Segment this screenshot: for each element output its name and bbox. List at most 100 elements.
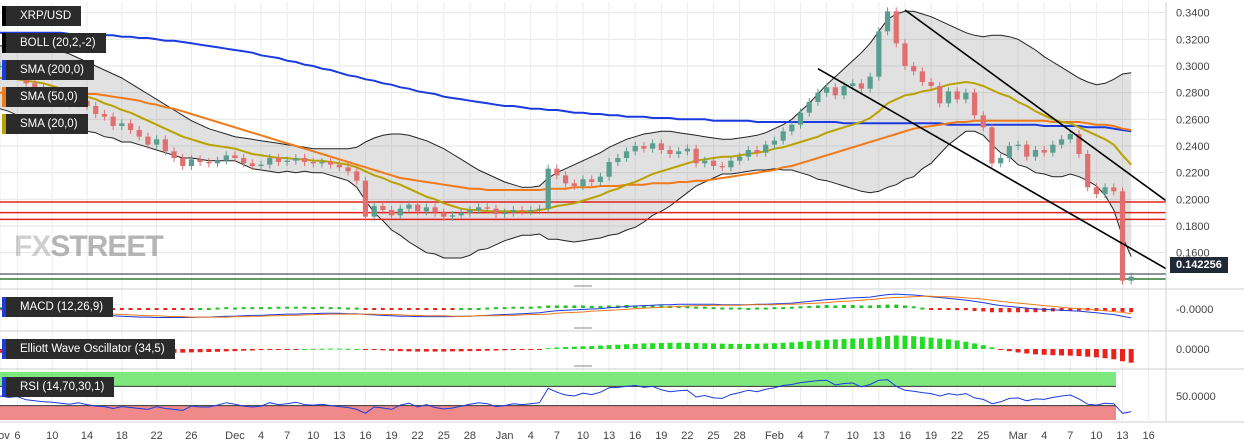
ewo-bar [1067, 349, 1073, 356]
x-tick-label: 4 [258, 430, 264, 442]
macd-hist-bar [137, 308, 142, 310]
candle-body [1041, 150, 1047, 153]
macd-hist-bar [346, 307, 351, 310]
candle-body [362, 180, 369, 217]
candle-body [928, 82, 934, 86]
candle-body [275, 158, 282, 162]
ewo-bar [763, 343, 769, 349]
ewo-bar [937, 338, 943, 349]
macd-hist-bar [293, 306, 298, 309]
candle-body [1006, 146, 1012, 158]
x-tick-label: 25 [438, 430, 450, 442]
x-tick-label: Nov [0, 430, 10, 442]
macd-hist-bar [145, 308, 150, 310]
ewo-bar [824, 339, 830, 349]
candle-body [580, 179, 586, 186]
macd-hist-bar [467, 308, 472, 310]
candle-body [171, 151, 177, 158]
indicator-label-boll: BOLL (20,2,-2) [2, 33, 106, 53]
ewo-bar [841, 338, 847, 349]
macd-hist-bar [737, 307, 742, 310]
macd-hist-bar [511, 306, 516, 309]
ewo-bar [737, 343, 743, 349]
macd-hist-bar [189, 308, 194, 310]
macd-hist-bar [372, 308, 377, 310]
ewo-bar [667, 342, 673, 349]
macd-hist-bar [1033, 308, 1038, 313]
ewo-bar [980, 345, 986, 349]
macd-hist-bar [798, 306, 803, 309]
macd-hist-bar [285, 306, 290, 309]
macd-hist-bar [398, 308, 403, 310]
candle-body [998, 158, 1004, 164]
macd-hist-bar [389, 308, 394, 310]
x-tick-label: 7 [1067, 430, 1073, 442]
macd-hist-bar [215, 307, 220, 310]
candle-body [154, 139, 160, 145]
x-tick-label: 25 [977, 430, 989, 442]
ewo-bar [423, 349, 429, 352]
y-tick-label: 0.2400 [1176, 141, 1210, 153]
candle-body [345, 167, 351, 172]
candle-body [484, 207, 490, 209]
candle-body [1119, 191, 1126, 281]
y-tick-label: 0.3200 [1176, 34, 1210, 46]
candle-body [684, 148, 691, 152]
macd-hist-bar [206, 308, 211, 310]
candle-body [145, 136, 151, 145]
last-price-tag: 0.142256 [1170, 257, 1228, 273]
candle-body [354, 171, 360, 181]
macd-hist-bar [415, 308, 420, 310]
macd-hist-bar [589, 305, 594, 308]
candle-body [676, 151, 682, 154]
ewo-bar [1050, 349, 1056, 356]
ewo-bar [215, 349, 221, 352]
ewo-bar [867, 337, 873, 349]
macd-hist-bar [685, 306, 690, 309]
candle-body [380, 206, 386, 210]
candle-body [293, 158, 299, 161]
macd-line [0, 293, 1132, 319]
macd-hist-bar [163, 308, 168, 310]
macd-hist-bar [267, 307, 272, 310]
candle-body [876, 31, 882, 77]
macd-hist-bar [0, 307, 2, 310]
x-tick-label: 13 [1116, 430, 1128, 442]
bollinger-upper-line [0, 10, 1132, 188]
macd-hist-bar [250, 307, 255, 310]
candle-body [841, 86, 847, 96]
macd-hist-bar [763, 307, 768, 310]
candle-body [806, 102, 812, 113]
macd-hist-bar [859, 305, 864, 308]
indicator-label-sma20: SMA (20,0) [2, 114, 88, 134]
x-tick-label: Dec [225, 430, 245, 442]
candle-body [449, 215, 456, 217]
macd-hist-bar [259, 307, 264, 310]
ewo-bar [676, 342, 682, 349]
x-tick-label: 26 [185, 430, 197, 442]
ewo-bar [493, 349, 499, 351]
ewo-bar [580, 346, 586, 349]
x-tick-label: 25 [707, 430, 719, 442]
x-tick-label: Feb [765, 430, 784, 442]
candle-body [267, 158, 273, 165]
candle-body [989, 127, 995, 164]
x-tick-label: 10 [46, 430, 58, 442]
macd-hist-bar [128, 308, 133, 310]
sma50-line [0, 90, 1132, 191]
macd-hist-bar [572, 305, 577, 308]
candle-body [632, 146, 638, 152]
candle-body [554, 168, 560, 176]
ewo-bar [241, 349, 247, 351]
macd-hist-bar [728, 307, 733, 310]
macd-hist-bar [746, 308, 751, 310]
macd-hist-bar [702, 306, 707, 309]
macd-hist-bar [224, 307, 229, 310]
ewo-bar [302, 349, 308, 350]
macd-hist-bar [641, 305, 646, 308]
macd-hist-bar [772, 307, 777, 310]
ewo-bar [397, 349, 403, 352]
candle-body [127, 123, 134, 130]
macd-hist-bar [850, 305, 855, 308]
